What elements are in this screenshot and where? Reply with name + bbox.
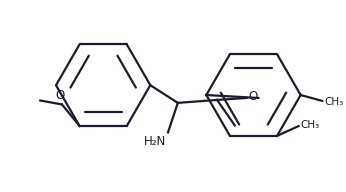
Text: CH₃: CH₃ (324, 97, 344, 107)
Text: H₂N: H₂N (144, 135, 166, 148)
Text: CH₃: CH₃ (301, 120, 320, 130)
Text: O: O (55, 89, 65, 103)
Text: O: O (248, 90, 258, 103)
